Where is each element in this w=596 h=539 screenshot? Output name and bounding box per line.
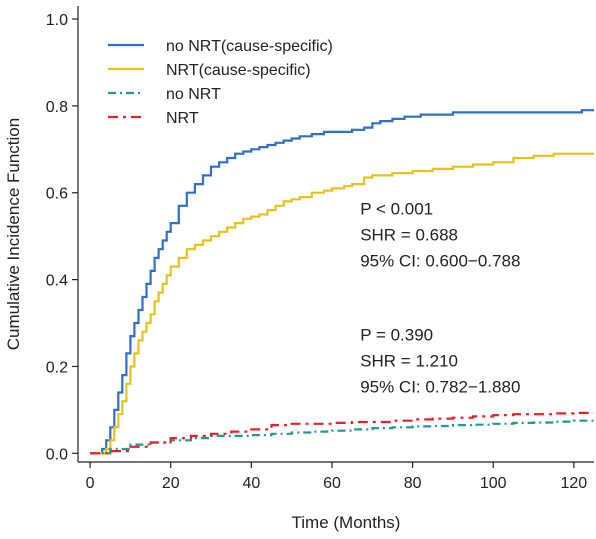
annotation-1-line: 95% CI: 0.600−0.788 [360,251,520,270]
legend-label: NRT(cause-specific) [166,62,311,79]
x-tick-label: 20 [162,475,180,492]
annotation-1-line: P < 0.001 [360,199,433,218]
legend-label: NRT [166,110,199,127]
y-tick-label: 0.6 [46,186,68,203]
annotation-2-line: P = 0.390 [360,325,433,344]
annotation-2-line: SHR = 1.210 [360,351,458,370]
legend: no NRT(cause-specific) NRT(cause-specific… [108,38,333,127]
series-line-2 [90,152,594,455]
x-tick-label: 100 [480,475,507,492]
series-group [90,109,596,455]
annotations: P < 0.001 SHR = 0.688 95% CI: 0.600−0.788 P… [360,199,520,396]
y-tick-label: 0.8 [46,99,68,116]
x-tick-label: 60 [323,475,341,492]
axes: 0.0 0.2 0.4 0.6 0.8 1.0 0 20 40 60 80 100 120 [46,6,594,492]
series-line-1 [90,109,594,455]
x-tick-label: 40 [242,475,260,492]
x-tick-label: 120 [560,475,587,492]
legend-label: no NRT [166,86,221,103]
x-tick-label: 80 [404,475,422,492]
series-line-3 [90,419,596,455]
y-axis-label: Cumulative Incidence Function [4,118,23,350]
y-tick-label: 0.2 [46,359,68,376]
y-tick-label: 0.4 [46,273,68,290]
x-axis-label: Time (Months) [292,513,401,532]
x-tick-label: 0 [86,475,95,492]
annotation-2-line: 95% CI: 0.782−1.880 [360,377,520,396]
y-tick-label: 0.0 [46,446,68,463]
y-tick-label: 1.0 [46,12,68,29]
annotation-1-line: SHR = 0.688 [360,225,458,244]
series-line-4 [90,411,594,455]
legend-label: no NRT(cause-specific) [166,38,333,55]
